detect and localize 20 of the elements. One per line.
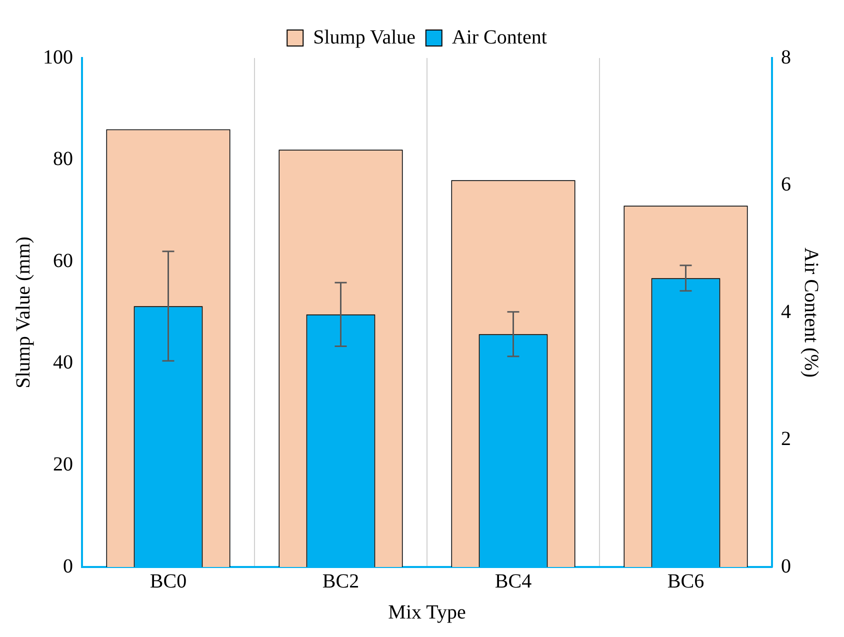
y-tick-label: 80 <box>53 148 73 170</box>
y-tick-label: 40 <box>53 352 73 374</box>
y-axis-title: Slump Value (mm) <box>12 236 34 388</box>
legend-label: Air Content <box>452 26 548 48</box>
x-tick-label: BC6 <box>667 570 704 592</box>
y2-tick-label: 6 <box>781 174 791 196</box>
y2-tick-label: 4 <box>781 300 791 323</box>
y-tick-label: 60 <box>53 250 73 272</box>
y-tick-label: 100 <box>43 46 73 68</box>
x-tick-label: BC0 <box>150 570 187 592</box>
x-tick-label: BC2 <box>322 570 360 592</box>
legend-label: Slump Value <box>313 26 416 48</box>
y2-tick-label: 2 <box>781 428 791 450</box>
y2-axis-title: Air Content (%) <box>800 248 822 378</box>
y2-tick-label: 8 <box>781 46 791 68</box>
y-tick-label: 0 <box>63 555 73 578</box>
x-axis-title: Mix Type <box>388 601 466 624</box>
y2-tick-label: 0 <box>781 555 791 578</box>
x-tick-label: BC4 <box>494 570 532 592</box>
y-tick-label: 20 <box>53 453 73 476</box>
